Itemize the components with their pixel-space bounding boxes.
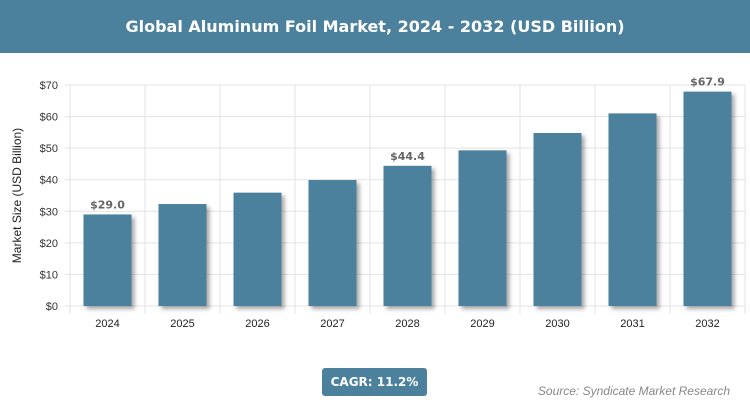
bar-chart: $0 $10 $20 $30 $40 $50 $60 $70 Market Size (USD … xyxy=(10,76,746,330)
data-label: $29.0 xyxy=(90,198,125,211)
y-tick-label: $0 xyxy=(46,301,58,313)
bar-2024 xyxy=(83,214,132,306)
x-tick-label: 2030 xyxy=(545,318,569,330)
x-tick-label: 2028 xyxy=(395,318,419,330)
data-label: $67.9 xyxy=(690,76,725,89)
x-tick-label: 2029 xyxy=(470,318,494,330)
y-tick-label: $50 xyxy=(40,143,58,155)
y-axis-label: Market Size (USD Billion) xyxy=(10,128,24,263)
bar-2025 xyxy=(158,204,207,306)
data-label: $44.4 xyxy=(390,150,425,163)
y-tick-label: $30 xyxy=(40,206,58,218)
source-text: Source: Syndicate Market Research xyxy=(537,384,730,398)
x-tick-label: 2026 xyxy=(245,318,269,330)
y-tick-label: $10 xyxy=(40,269,58,281)
bar-2026 xyxy=(233,192,282,306)
bar-2030 xyxy=(533,132,582,306)
x-tick-label: 2027 xyxy=(320,318,344,330)
y-tick-label: $20 xyxy=(40,238,58,250)
bar-2029 xyxy=(458,150,507,306)
x-tick-label: 2032 xyxy=(695,318,719,330)
cagr-badge: CAGR: 11.2% xyxy=(322,368,427,396)
bar-2031 xyxy=(608,113,657,306)
bar-2027 xyxy=(308,180,357,306)
y-tick-label: $70 xyxy=(40,80,58,92)
x-tick-label: 2024 xyxy=(95,318,119,330)
bar-2032 xyxy=(683,91,732,306)
x-tick-label: 2031 xyxy=(620,318,644,330)
chart-title: Global Aluminum Foil Market, 2024 - 2032… xyxy=(0,0,750,53)
x-tick-label: 2025 xyxy=(170,318,194,330)
y-tick-label: $40 xyxy=(40,175,58,187)
y-tick-label: $60 xyxy=(40,112,58,124)
bar-2028 xyxy=(383,165,432,306)
